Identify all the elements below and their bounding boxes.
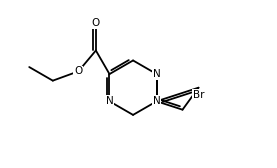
Text: N: N	[153, 69, 160, 79]
Text: O: O	[92, 18, 100, 28]
Text: O: O	[74, 66, 83, 76]
Text: Br: Br	[193, 90, 204, 100]
Text: N: N	[153, 96, 160, 106]
Text: N: N	[106, 96, 113, 106]
